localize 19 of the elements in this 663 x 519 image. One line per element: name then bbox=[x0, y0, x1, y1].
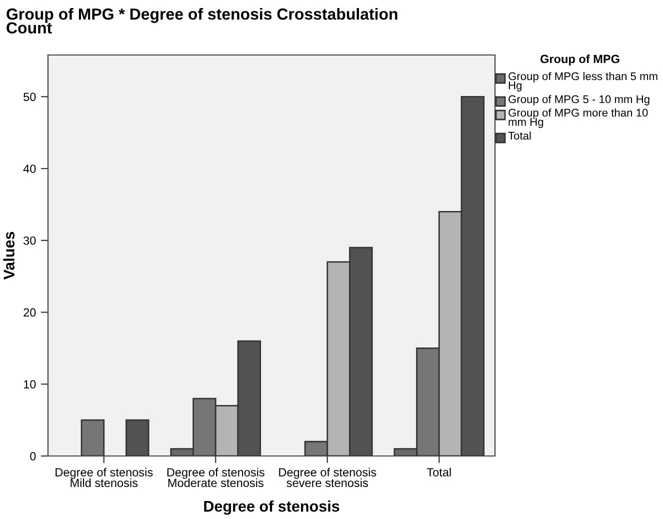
x-axis-title: Degree of stenosis bbox=[204, 500, 340, 515]
legend-label: Group of MPG 5 - 10 mm Hg bbox=[508, 95, 650, 106]
y-tick-label: 10 bbox=[24, 380, 36, 389]
y-tick-label: 30 bbox=[24, 236, 36, 245]
legend-label: Group of MPG more than 10 mm Hg bbox=[508, 108, 648, 128]
chart-title: Group of MPG * Degree of stenosis Crosstabulation Count bbox=[6, 8, 398, 34]
legend-label: Total bbox=[508, 132, 531, 140]
y-tick-label: 50 bbox=[24, 92, 36, 102]
y-axis-title: Values bbox=[3, 232, 14, 280]
y-tick-label: 20 bbox=[24, 308, 36, 317]
x-tick-label: Total bbox=[426, 468, 451, 476]
x-tick-label: Degree of stenosis Mild stenosis bbox=[56, 468, 153, 488]
legend-label: Group of MPG less than 5 mm Hg bbox=[508, 72, 658, 92]
y-tick-label: 40 bbox=[23, 164, 36, 173]
y-tick-label: 0 bbox=[30, 452, 36, 460]
legend-title: Group of MPG bbox=[540, 54, 620, 66]
x-tick-label: Degree of stenosis Moderate stenosis bbox=[167, 468, 264, 488]
x-tick-label: Degree of stenosis severe stenosis bbox=[279, 468, 376, 488]
bar bbox=[126, 419, 150, 456]
